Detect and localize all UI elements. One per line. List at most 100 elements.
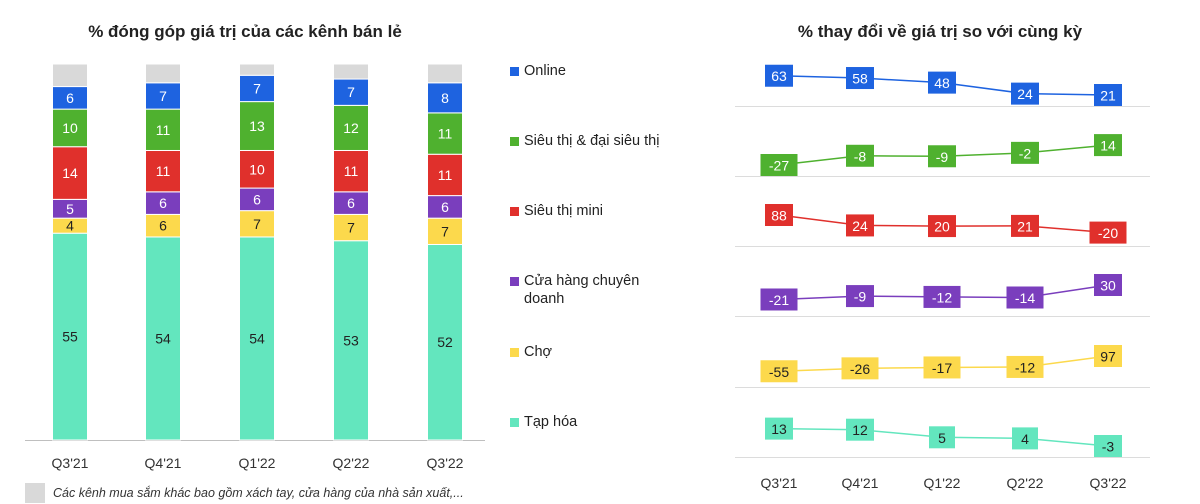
- data-point-marker: [923, 285, 961, 308]
- bar-data-label: 14: [62, 165, 78, 181]
- data-point-marker: [1006, 355, 1044, 378]
- line-chart-title: % thay đổi về giá trị so với cùng kỳ: [797, 22, 1083, 41]
- line-data-label: 12: [852, 422, 868, 438]
- bar-data-label: 52: [437, 334, 453, 350]
- line-data-label: -14: [1015, 290, 1035, 306]
- data-point-marker: [841, 357, 879, 380]
- line-data-label: -17: [932, 360, 952, 376]
- legend-swatch-wet-market: [510, 348, 519, 357]
- line-data-label: 97: [1100, 349, 1116, 365]
- bar-segment: [239, 210, 275, 238]
- legend-item-specialty-store: Cửa hàng chuyên doanh: [510, 272, 650, 308]
- x-tick-label: Q1'22: [239, 455, 276, 471]
- bar-data-label: 7: [253, 80, 261, 96]
- line-data-label: -8: [854, 148, 867, 164]
- legend-label-supermarket: Siêu thị & đại siêu thị: [524, 133, 660, 149]
- bar-data-label: 7: [441, 223, 449, 239]
- bar-data-label: 55: [62, 329, 78, 345]
- line-data-label: -12: [1015, 359, 1035, 375]
- data-point-marker: [1011, 214, 1039, 237]
- bar-data-label: 12: [343, 120, 359, 136]
- line-data-label: 4: [1021, 431, 1029, 447]
- bar-segment: [145, 108, 181, 151]
- legend-item-supermarket: Siêu thị & đại siêu thị: [510, 132, 680, 150]
- data-point-marker: [846, 144, 874, 167]
- line-data-label: 88: [771, 208, 787, 224]
- bar-remainder-segment: [145, 63, 181, 84]
- legend-label-grocery: Tạp hóa: [524, 414, 578, 430]
- data-point-marker: [928, 145, 956, 168]
- bar-segment: [333, 78, 369, 106]
- bar-data-label: 7: [347, 220, 355, 236]
- bar-data-label: 53: [343, 332, 359, 348]
- line-data-label: -2: [1019, 145, 1032, 161]
- bar-data-label: 5: [66, 201, 74, 217]
- data-point-marker: [923, 356, 961, 379]
- data-point-marker: [1094, 84, 1122, 106]
- legend-swatch-specialty-store: [510, 277, 519, 286]
- bar-data-label: 54: [155, 330, 171, 346]
- line-data-label: 24: [1017, 86, 1033, 102]
- bar-data-label: 11: [344, 163, 359, 179]
- legend-item-grocery: Tạp hóa: [510, 413, 680, 431]
- x-tick-label: Q3'22: [1090, 475, 1127, 491]
- data-point-marker: [846, 418, 874, 441]
- bar-remainder-segment: [333, 63, 369, 80]
- line-data-label: -3: [1102, 439, 1115, 455]
- data-point-marker: [846, 214, 874, 237]
- data-point-marker: [1012, 427, 1038, 450]
- bar-data-label: 13: [249, 118, 265, 134]
- data-point-marker: [760, 288, 798, 311]
- line-data-label: -12: [932, 289, 952, 305]
- bar-data-label: 6: [253, 191, 261, 207]
- legend-label-specialty-store: Cửa hàng chuyên doanh: [524, 273, 640, 307]
- line-data-label: 48: [934, 75, 950, 91]
- line-data-label: -27: [769, 158, 789, 174]
- data-point-marker: [765, 204, 793, 226]
- legend-swatch-online: [510, 67, 519, 76]
- line-data-label: 30: [1100, 278, 1116, 294]
- line-data-label: -20: [1098, 225, 1118, 241]
- bar-segment: [427, 82, 463, 114]
- bar-remainder-segment: [52, 63, 88, 88]
- bar-data-label: 4: [66, 218, 74, 234]
- bar-data-label: 11: [438, 126, 453, 142]
- legend-swatch-minimart: [510, 207, 519, 216]
- data-point-marker: [1011, 82, 1039, 105]
- line-data-label: -9: [854, 289, 867, 305]
- bar-data-label: 11: [156, 122, 171, 138]
- bar-data-label: 6: [347, 195, 355, 211]
- legend-label-wet-market: Chợ: [524, 344, 553, 360]
- x-tick-label: Q4'21: [842, 475, 879, 491]
- bar-data-label: 11: [438, 167, 453, 183]
- bar-data-label: 6: [159, 195, 167, 211]
- legend-label-minimart: Siêu thị mini: [524, 203, 603, 219]
- data-point-marker: [765, 64, 793, 87]
- bar-chart-title: % đóng góp giá trị của các kênh bán lẻ: [88, 22, 402, 41]
- line-data-label: 21: [1017, 218, 1033, 234]
- bar-remainder-segment: [239, 63, 275, 76]
- data-point-marker: [765, 417, 793, 440]
- bar-segment: [52, 108, 88, 148]
- x-tick-label: Q3'22: [427, 455, 464, 471]
- data-point-marker: [1094, 274, 1122, 296]
- bar-data-label: 8: [441, 90, 449, 106]
- line-data-label: -26: [850, 361, 870, 377]
- legend-swatch-supermarket: [510, 137, 519, 146]
- bar-segment: [427, 217, 463, 245]
- data-point-marker: [1094, 134, 1122, 157]
- bar-data-label: 6: [159, 218, 167, 234]
- bar-segment: [427, 243, 463, 441]
- line-data-label: 24: [852, 218, 868, 234]
- bar-data-label: 54: [249, 330, 265, 346]
- bar-segment: [52, 232, 88, 441]
- x-tick-label: Q1'22: [924, 475, 961, 491]
- bar-data-label: 10: [62, 120, 78, 136]
- data-point-marker: [1094, 435, 1122, 457]
- bar-segment: [52, 146, 88, 200]
- bar-segment: [145, 82, 181, 110]
- data-point-marker: [1006, 286, 1044, 309]
- line-data-label: 21: [1100, 88, 1116, 104]
- x-tick-label: Q3'21: [52, 455, 89, 471]
- bar-segment: [239, 74, 275, 103]
